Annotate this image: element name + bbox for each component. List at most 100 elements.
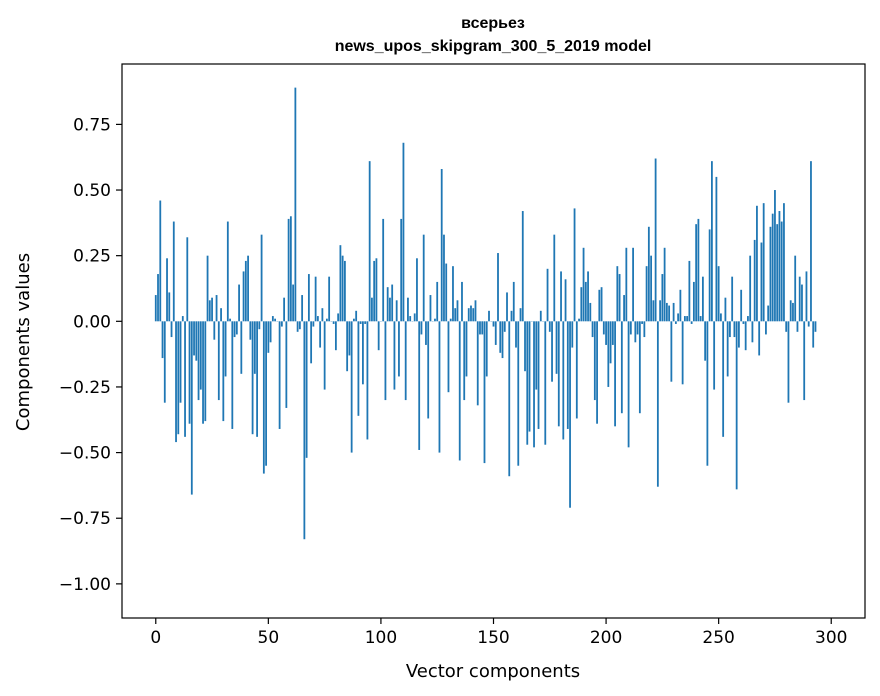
bar: [623, 295, 625, 322]
bar: [616, 266, 619, 322]
y-tick-label: −0.50: [59, 444, 111, 464]
y-tick-label: 0.00: [73, 312, 111, 332]
bar: [555, 321, 558, 374]
bar: [602, 321, 605, 335]
bar: [521, 211, 524, 322]
bar: [483, 321, 486, 464]
bar: [774, 190, 776, 322]
bar: [647, 226, 650, 322]
bar: [720, 313, 722, 322]
bar: [231, 321, 234, 429]
bar: [717, 266, 720, 322]
bar: [314, 276, 317, 322]
bar: [589, 302, 592, 322]
bar: [812, 321, 815, 348]
bar: [546, 268, 549, 322]
bar: [742, 321, 745, 324]
bar: [792, 302, 794, 322]
bar: [506, 292, 508, 322]
bar: [425, 321, 427, 345]
bars-group: [154, 87, 817, 540]
bar: [481, 321, 484, 335]
bar: [321, 308, 324, 322]
x-axis-label: Vector components: [406, 661, 580, 682]
bar: [226, 221, 229, 322]
bar: [704, 321, 707, 361]
bar: [366, 321, 369, 440]
x-tick-label: 100: [365, 628, 397, 648]
bar: [740, 289, 743, 322]
bar: [539, 310, 542, 322]
bar: [312, 321, 315, 327]
bar: [211, 297, 213, 322]
bar: [692, 281, 695, 322]
bar: [767, 305, 770, 322]
bar: [429, 295, 432, 322]
bar: [591, 321, 594, 338]
bar: [582, 247, 585, 322]
bar: [776, 224, 779, 322]
bar: [699, 316, 702, 322]
bar: [325, 318, 328, 322]
bar: [256, 321, 258, 437]
bar: [467, 308, 470, 322]
bar: [479, 321, 481, 335]
bar: [341, 255, 344, 322]
bar: [654, 158, 657, 322]
bar: [244, 260, 247, 322]
bar: [206, 255, 209, 322]
bar: [296, 321, 299, 332]
bar: [289, 216, 292, 322]
bar: [670, 321, 673, 382]
bar: [715, 176, 718, 322]
bar: [278, 321, 281, 429]
bar: [753, 239, 756, 322]
bar: [785, 321, 788, 332]
bar: [778, 211, 781, 322]
bar: [636, 321, 639, 335]
bar: [154, 295, 157, 322]
bar: [373, 260, 376, 322]
bar: [780, 221, 783, 322]
bar: [362, 321, 364, 385]
bar: [609, 321, 612, 364]
bar: [508, 321, 511, 477]
bar: [701, 276, 704, 322]
y-tick-label: −0.75: [59, 509, 111, 529]
bar: [337, 313, 340, 322]
bar: [747, 316, 749, 322]
bar: [465, 321, 468, 377]
bar: [632, 247, 634, 322]
bar: [618, 274, 621, 322]
bar: [805, 271, 808, 322]
bar: [600, 287, 603, 322]
bar: [251, 321, 254, 435]
bar: [524, 321, 526, 372]
bar: [765, 321, 767, 335]
bar: [641, 321, 643, 324]
bar: [305, 321, 308, 458]
bar: [179, 321, 182, 403]
bar: [283, 297, 286, 322]
bar: [161, 321, 164, 359]
bar: [195, 321, 198, 361]
bar: [368, 161, 371, 322]
bar: [476, 321, 479, 406]
bar: [749, 255, 752, 322]
bar: [497, 253, 499, 322]
bar: [629, 321, 632, 335]
bar: [683, 316, 686, 322]
bar: [472, 308, 475, 322]
bar: [677, 313, 680, 322]
bar: [371, 297, 373, 322]
bar: [267, 321, 270, 353]
bar: [217, 321, 220, 401]
bar: [706, 321, 709, 466]
bar: [339, 245, 342, 322]
bar: [271, 316, 274, 322]
bar: [422, 234, 425, 322]
bar: [571, 321, 574, 348]
bar: [488, 310, 490, 322]
bar: [656, 321, 659, 487]
y-tick-label: −0.25: [59, 378, 111, 398]
